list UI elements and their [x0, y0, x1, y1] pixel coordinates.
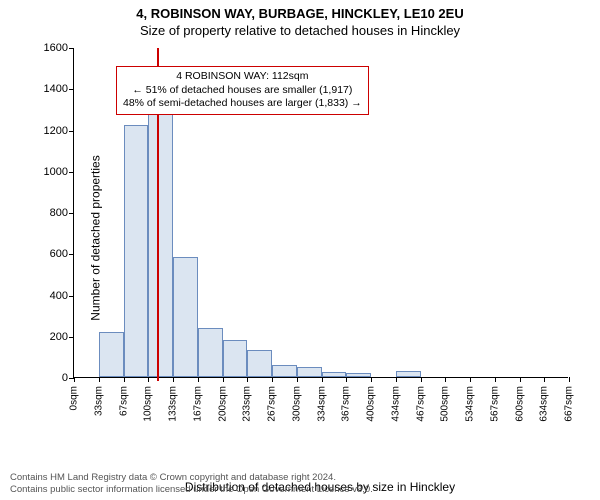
x-tick-label: 233sqm [242, 386, 253, 422]
y-tick [69, 131, 74, 132]
histogram-bar [297, 367, 322, 377]
footer-line-2: Contains public sector information licen… [10, 484, 373, 496]
x-tick [297, 377, 298, 382]
y-tick [69, 213, 74, 214]
x-tick-label: 434sqm [390, 386, 401, 422]
x-tick-label: 133sqm [168, 386, 179, 422]
x-tick [421, 377, 422, 382]
x-tick [346, 377, 347, 382]
histogram-bar [99, 332, 124, 377]
x-tick [173, 377, 174, 382]
y-tick-label: 1200 [8, 125, 68, 137]
x-tick-label: 367sqm [341, 386, 352, 422]
chart-title-main: 4, ROBINSON WAY, BURBAGE, HINCKLEY, LE10… [0, 6, 600, 21]
y-tick [69, 337, 74, 338]
annotation-line: 48% of semi-detached houses are larger (… [123, 97, 362, 111]
annotation-line: ← 51% of detached houses are smaller (1,… [123, 84, 362, 98]
x-tick-label: 634sqm [539, 386, 550, 422]
x-tick-label: 600sqm [514, 386, 525, 422]
y-tick-label: 400 [8, 290, 68, 302]
x-tick [396, 377, 397, 382]
x-tick-label: 200sqm [217, 386, 228, 422]
x-tick-label: 33sqm [93, 386, 104, 416]
x-tick [272, 377, 273, 382]
histogram-bar [148, 111, 173, 377]
attribution-footer: Contains HM Land Registry data © Crown c… [10, 472, 373, 496]
x-tick [495, 377, 496, 382]
x-tick-label: 667sqm [564, 386, 575, 422]
x-tick-label: 300sqm [291, 386, 302, 422]
y-tick-label: 0 [8, 372, 68, 384]
y-tick [69, 172, 74, 173]
histogram-bar [124, 125, 149, 377]
histogram-bar [322, 372, 347, 377]
x-tick [247, 377, 248, 382]
x-tick-label: 0sqm [69, 386, 80, 410]
footer-line-1: Contains HM Land Registry data © Crown c… [10, 472, 373, 484]
annotation-line: 4 ROBINSON WAY: 112sqm [123, 70, 362, 84]
x-tick-label: 534sqm [465, 386, 476, 422]
x-tick [520, 377, 521, 382]
y-tick [69, 254, 74, 255]
y-tick [69, 48, 74, 49]
x-tick-label: 100sqm [143, 386, 154, 422]
x-tick [544, 377, 545, 382]
x-tick-label: 500sqm [440, 386, 451, 422]
x-tick [99, 377, 100, 382]
x-tick [124, 377, 125, 382]
x-tick-label: 467sqm [415, 386, 426, 422]
histogram-bar [173, 257, 198, 377]
annotation-box: 4 ROBINSON WAY: 112sqm← 51% of detached … [116, 66, 369, 115]
plot-area: 020040060080010001200140016000sqm33sqm67… [73, 48, 568, 378]
x-tick-label: 167sqm [192, 386, 203, 422]
chart-title-sub: Size of property relative to detached ho… [0, 23, 600, 38]
y-tick [69, 89, 74, 90]
y-tick-label: 200 [8, 331, 68, 343]
plot-inner: 020040060080010001200140016000sqm33sqm67… [74, 48, 568, 377]
x-tick [223, 377, 224, 382]
x-tick [445, 377, 446, 382]
histogram-bar [346, 373, 371, 377]
y-tick-label: 800 [8, 207, 68, 219]
x-tick-label: 67sqm [118, 386, 129, 416]
chart-container: 4, ROBINSON WAY, BURBAGE, HINCKLEY, LE10… [0, 0, 600, 500]
x-tick [198, 377, 199, 382]
y-tick-label: 600 [8, 248, 68, 260]
histogram-bar [272, 365, 297, 377]
y-tick-label: 1000 [8, 166, 68, 178]
x-tick [569, 377, 570, 382]
histogram-bar [396, 371, 421, 377]
x-tick [371, 377, 372, 382]
chart-area: Number of detached properties 0200400600… [55, 48, 585, 428]
histogram-bar [223, 340, 248, 377]
x-tick [322, 377, 323, 382]
y-tick-label: 1600 [8, 42, 68, 54]
x-tick-label: 267sqm [267, 386, 278, 422]
x-tick-label: 400sqm [366, 386, 377, 422]
x-tick-label: 334sqm [316, 386, 327, 422]
x-tick [148, 377, 149, 382]
title-block: 4, ROBINSON WAY, BURBAGE, HINCKLEY, LE10… [0, 0, 600, 38]
x-tick-label: 567sqm [489, 386, 500, 422]
x-tick [470, 377, 471, 382]
y-tick-label: 1400 [8, 83, 68, 95]
histogram-bar [198, 328, 223, 378]
x-tick [74, 377, 75, 382]
histogram-bar [247, 350, 272, 377]
y-tick [69, 296, 74, 297]
